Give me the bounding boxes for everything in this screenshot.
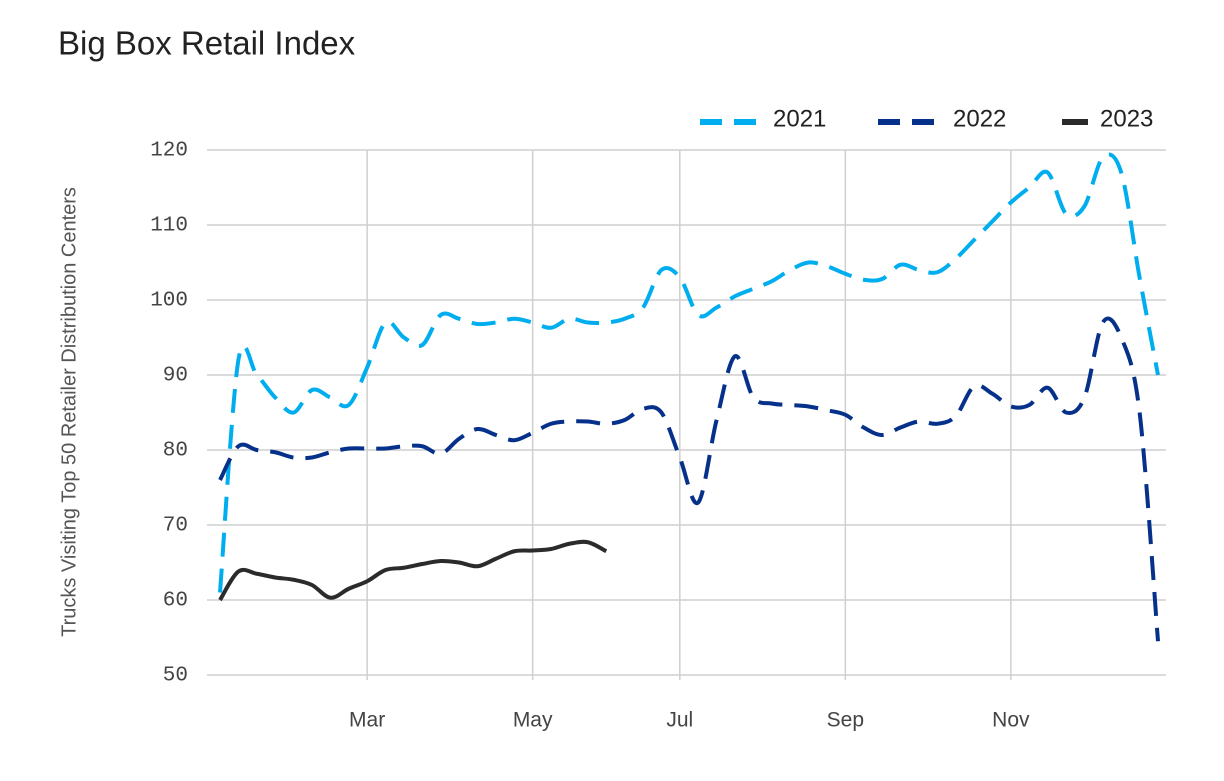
y-tick-label: 60 — [163, 590, 188, 613]
chart-title: Big Box Retail Index — [58, 25, 356, 62]
y-tick-label: 120 — [150, 140, 188, 163]
y-tick-label: 90 — [163, 365, 188, 388]
y-tick-label: 50 — [163, 665, 188, 688]
x-tick-label: Mar — [349, 709, 385, 732]
legend-label: 2021 — [773, 105, 826, 132]
legend-label: 2022 — [953, 105, 1006, 132]
y-tick-label: 70 — [163, 515, 188, 538]
y-axis-label: Trucks Visiting Top 50 Retailer Distribu… — [58, 187, 80, 637]
x-tick-label: Nov — [992, 709, 1030, 732]
x-tick-label: May — [513, 709, 553, 732]
y-tick-label: 110 — [150, 215, 188, 238]
x-tick-label: Jul — [666, 709, 693, 732]
line-series — [218, 316, 1160, 642]
y-tick-label: 80 — [163, 440, 188, 463]
x-tick-label: Sep — [827, 709, 864, 732]
line-series — [218, 152, 1160, 593]
legend-label: 2023 — [1100, 105, 1153, 132]
y-tick-label: 100 — [150, 290, 188, 313]
line-series — [218, 539, 608, 602]
